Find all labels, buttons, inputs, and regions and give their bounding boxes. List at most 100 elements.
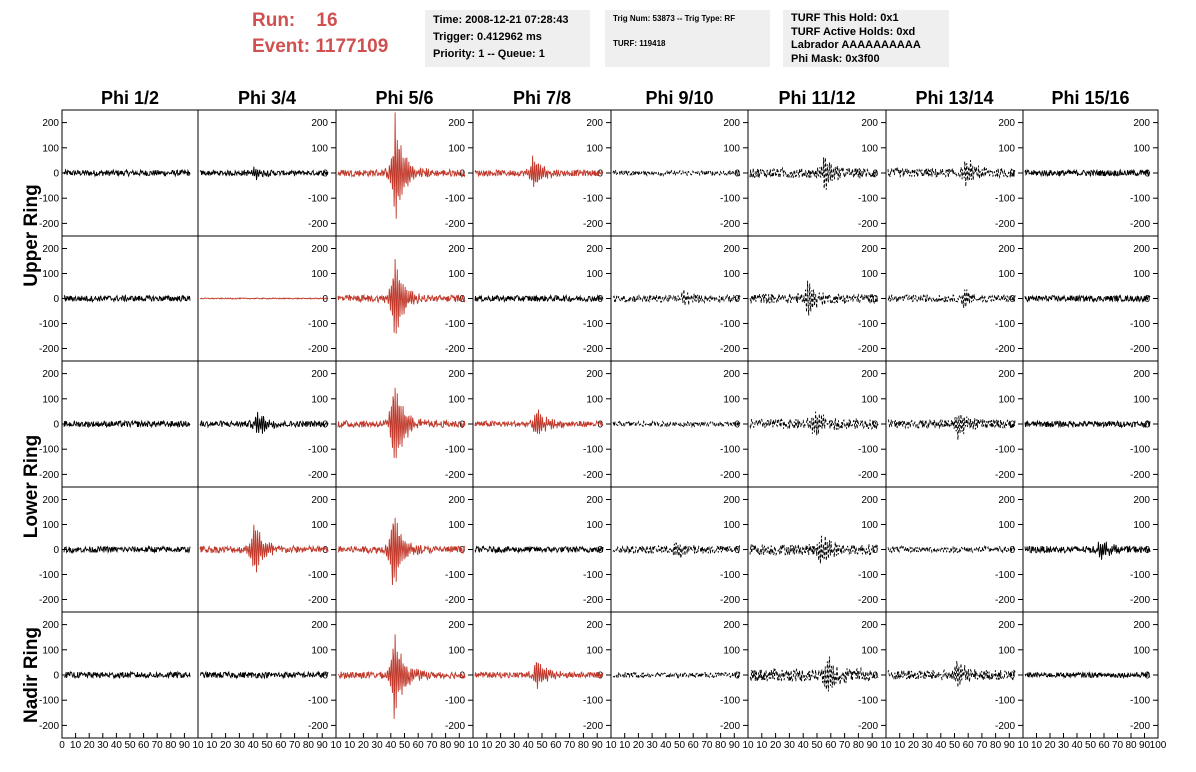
y-tick-label: -200 (720, 470, 740, 481)
y-tick-label: 200 (448, 369, 465, 380)
x-tick-label: 40 (660, 740, 672, 751)
y-tick-label: -100 (583, 319, 603, 330)
x-tick-label: 20 (220, 740, 232, 751)
y-tick-label: -100 (583, 194, 603, 205)
y-tick-label: 100 (723, 269, 740, 280)
y-tick-label: 100 (311, 394, 328, 405)
y-tick-label: 100 (42, 394, 59, 405)
y-tick-label: 100 (1133, 269, 1150, 280)
x-tick-label: 40 (523, 740, 535, 751)
y-tick-label: 200 (1133, 118, 1150, 129)
y-tick-label: -200 (39, 219, 59, 230)
y-tick-label: 0 (53, 545, 59, 556)
x-tick-label: 30 (234, 740, 246, 751)
y-tick-label: -100 (308, 445, 328, 456)
y-tick-label: -200 (308, 344, 328, 355)
y-tick-label: -200 (858, 721, 878, 732)
turf-text: TURF: 119418 (613, 39, 666, 48)
y-tick-label: 200 (42, 244, 59, 255)
column-header: Phi 11/12 (778, 88, 855, 108)
x-tick-label: 80 (990, 740, 1002, 751)
y-tick-label: -100 (720, 696, 740, 707)
x-tick-label: 0 (59, 740, 65, 751)
y-tick-label: 100 (1133, 645, 1150, 656)
y-tick-label: 0 (1144, 169, 1150, 180)
y-tick-label: 0 (322, 420, 328, 431)
y-tick-label: 200 (861, 118, 878, 129)
y-tick-label: 200 (586, 495, 603, 506)
x-tick-label: 10 (605, 740, 617, 751)
event-label: Event: (252, 36, 311, 57)
waveform-trace (63, 670, 191, 680)
waveform-trace (1024, 294, 1151, 304)
y-tick-label: -100 (308, 570, 328, 581)
x-tick-label: 80 (303, 740, 315, 751)
y-tick-label: 200 (586, 118, 603, 129)
y-tick-label: -100 (995, 445, 1015, 456)
x-tick-label: 50 (536, 740, 548, 751)
y-tick-label: -200 (445, 219, 465, 230)
x-tick-label: 20 (84, 740, 96, 751)
y-tick-label: -200 (308, 721, 328, 732)
y-tick-label: 200 (723, 244, 740, 255)
x-tick-label: 20 (495, 740, 507, 751)
x-tick-label: 30 (97, 740, 109, 751)
time-info-box: Time: 2008-12-21 07:28:43 Trigger: 0.412… (425, 10, 590, 67)
y-tick-label: -100 (995, 696, 1015, 707)
y-tick-label: 100 (42, 520, 59, 531)
y-tick-label: -100 (445, 696, 465, 707)
x-tick-label: 60 (413, 740, 425, 751)
y-tick-label: -100 (583, 696, 603, 707)
y-tick-label: 200 (723, 118, 740, 129)
x-tick-label: 90 (317, 740, 329, 751)
y-tick-label: 100 (1133, 143, 1150, 154)
x-tick-label: 10 (742, 740, 754, 751)
x-tick-label: 20 (770, 740, 782, 751)
y-tick-label: -200 (720, 219, 740, 230)
run-value: 16 (316, 10, 338, 31)
y-tick-label: -100 (583, 570, 603, 581)
x-tick-label: 10 (1031, 740, 1043, 751)
y-tick-label: -200 (1130, 721, 1150, 732)
y-tick-label: 100 (723, 143, 740, 154)
x-tick-label: 80 (715, 740, 727, 751)
y-tick-label: 200 (311, 369, 328, 380)
waveform-trace (199, 670, 329, 680)
ring-label: Nadir Ring (21, 627, 42, 723)
ring-label: Upper Ring (21, 184, 42, 286)
y-tick-label: -200 (445, 344, 465, 355)
y-tick-label: 200 (1133, 369, 1150, 380)
y-tick-label: 0 (872, 671, 878, 682)
y-tick-label: -100 (995, 194, 1015, 205)
y-tick-label: 100 (448, 520, 465, 531)
y-tick-label: -200 (39, 344, 59, 355)
y-tick-label: -200 (445, 470, 465, 481)
x-tick-label: 40 (798, 740, 810, 751)
waveform-trace (749, 411, 879, 436)
y-tick-label: 200 (998, 620, 1015, 631)
y-tick-label: 200 (448, 495, 465, 506)
y-tick-label: -200 (583, 595, 603, 606)
x-tick-label: 70 (1112, 740, 1124, 751)
labrador-text: Labrador AAAAAAAAAA (791, 39, 921, 51)
y-tick-label: 0 (53, 420, 59, 431)
y-tick-label: 100 (861, 645, 878, 656)
y-tick-label: -100 (39, 570, 59, 581)
y-tick-label: -100 (720, 445, 740, 456)
x-tick-label: 70 (839, 740, 851, 751)
waveform-trace (887, 289, 1016, 308)
y-tick-label: -200 (445, 721, 465, 732)
y-tick-label: -200 (583, 470, 603, 481)
x-tick-label: 50 (674, 740, 686, 751)
y-tick-label: -200 (1130, 470, 1150, 481)
y-tick-label: 200 (311, 495, 328, 506)
x-tick-label: 60 (138, 740, 150, 751)
y-tick-label: 200 (42, 620, 59, 631)
time-text: Time: 2008-12-21 07:28:43 (433, 14, 569, 26)
x-tick-label: 90 (729, 740, 741, 751)
y-tick-label: -200 (39, 721, 59, 732)
x-tick-label: 40 (248, 740, 260, 751)
waveform-trace (199, 166, 329, 181)
y-tick-label: 100 (311, 143, 328, 154)
y-tick-label: -200 (995, 721, 1015, 732)
